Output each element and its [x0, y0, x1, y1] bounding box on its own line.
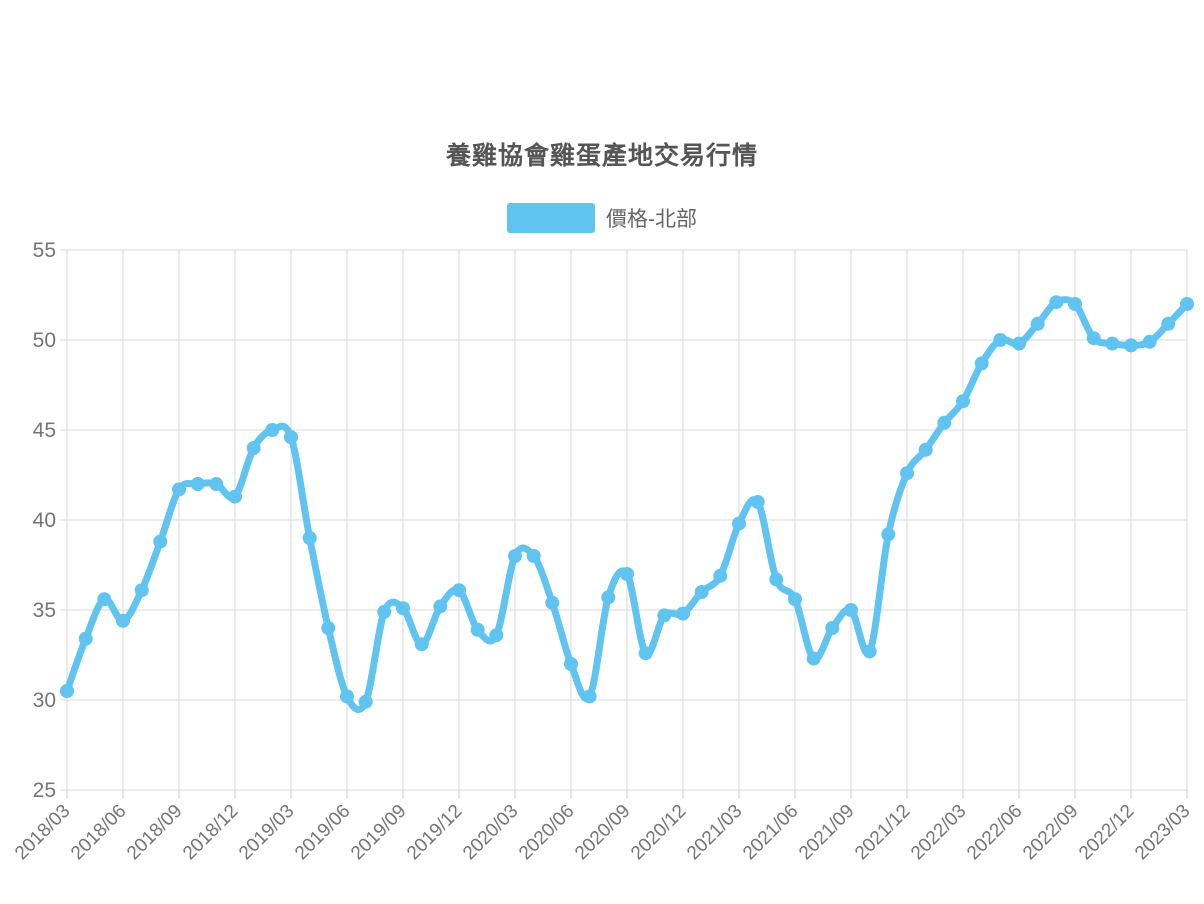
data-point[interactable]	[302, 531, 317, 545]
y-axis-label: 50	[33, 329, 56, 352]
x-axis-label: 2021/06	[739, 801, 802, 864]
data-point[interactable]	[1030, 316, 1045, 331]
y-axis-label: 55	[33, 239, 56, 262]
chart-title: 養雞協會雞蛋產地交易行情	[445, 142, 758, 170]
data-point[interactable]	[1086, 331, 1101, 346]
x-axis-label: 2019/03	[235, 801, 298, 864]
data-point[interactable]	[340, 689, 354, 704]
data-point[interactable]	[172, 482, 186, 497]
data-point[interactable]	[153, 534, 168, 549]
data-point[interactable]	[750, 495, 765, 509]
x-axis-label: 2020/03	[459, 801, 522, 864]
data-point[interactable]	[881, 527, 896, 542]
data-point[interactable]	[60, 684, 74, 698]
data-point[interactable]	[116, 613, 130, 628]
data-point[interactable]	[732, 516, 746, 531]
legend-swatch-icon	[507, 203, 595, 233]
data-point[interactable]	[788, 592, 802, 607]
data-point[interactable]	[545, 595, 560, 610]
data-point[interactable]	[209, 477, 224, 491]
data-point[interactable]	[489, 628, 504, 643]
x-axis-label: 2020/12	[627, 801, 690, 864]
x-axis-label: 2020/06	[515, 801, 578, 864]
data-point[interactable]	[676, 606, 690, 621]
data-point[interactable]	[1124, 338, 1138, 353]
series-group	[60, 295, 1194, 713]
data-point[interactable]	[508, 549, 522, 563]
data-point[interactable]	[396, 601, 410, 616]
x-axis-label: 2019/12	[403, 801, 466, 864]
x-axis-label: 2022/03	[907, 801, 970, 864]
y-axis-label: 35	[33, 599, 56, 622]
data-point[interactable]	[284, 430, 298, 445]
data-point[interactable]	[1068, 297, 1082, 311]
data-point[interactable]	[620, 567, 634, 581]
x-axis-label: 2021/12	[851, 801, 914, 864]
data-point[interactable]	[993, 333, 1008, 347]
data-point[interactable]	[974, 356, 989, 371]
data-point[interactable]	[1012, 336, 1026, 351]
y-axis-label: 25	[33, 779, 56, 802]
x-axis-label: 2021/03	[683, 801, 746, 864]
data-point[interactable]	[638, 646, 653, 661]
x-axis-label: 2021/09	[795, 801, 858, 864]
x-axis-label: 2019/06	[291, 801, 354, 864]
data-point[interactable]	[1105, 336, 1120, 351]
data-point[interactable]	[862, 644, 877, 659]
data-point[interactable]	[433, 599, 448, 614]
grid-lines	[60, 249, 1188, 798]
axis-labels: 55 50 45 40 35 30 252018/032018/062018/092018/…	[11, 239, 1194, 864]
data-point[interactable]	[1049, 295, 1064, 310]
x-axis-label: 2022/06	[963, 801, 1026, 864]
data-point[interactable]	[601, 590, 616, 605]
data-point[interactable]	[937, 415, 952, 430]
x-axis-label: 2020/09	[571, 801, 634, 864]
data-point[interactable]	[414, 637, 429, 652]
data-point[interactable]	[377, 604, 392, 619]
x-axis-label: 2018/03	[11, 801, 74, 864]
x-axis-label: 2022/12	[1075, 801, 1138, 864]
legend-label: 價格-北部	[606, 208, 697, 231]
x-axis-label: 2023/03	[1131, 801, 1194, 864]
data-point[interactable]	[78, 631, 93, 646]
data-point[interactable]	[1161, 316, 1176, 331]
data-point[interactable]	[694, 585, 709, 599]
data-point[interactable]	[526, 549, 541, 563]
data-point[interactable]	[825, 621, 840, 635]
x-axis-label: 2018/12	[179, 801, 242, 864]
y-axis-label: 30	[33, 689, 56, 712]
data-point[interactable]	[190, 477, 205, 491]
x-axis-label: 2018/06	[67, 801, 130, 864]
data-point[interactable]	[657, 608, 672, 623]
data-point[interactable]	[918, 442, 933, 457]
data-point[interactable]	[1180, 297, 1194, 311]
data-point[interactable]	[844, 603, 858, 617]
data-point[interactable]	[956, 394, 970, 409]
data-point[interactable]	[769, 572, 784, 587]
data-point[interactable]	[358, 694, 373, 709]
y-axis-label: 40	[33, 509, 56, 532]
data-point[interactable]	[470, 622, 485, 637]
data-point[interactable]	[134, 583, 149, 598]
legend-item[interactable]: 價格-北部	[0, 203, 1204, 233]
x-axis-label: 2022/09	[1019, 801, 1082, 864]
data-point[interactable]	[582, 689, 597, 704]
data-point[interactable]	[265, 423, 280, 437]
data-point[interactable]	[97, 592, 112, 607]
data-point[interactable]	[806, 651, 821, 666]
data-point[interactable]	[564, 657, 578, 671]
data-point[interactable]	[321, 621, 336, 635]
y-axis-label: 45	[33, 419, 56, 442]
data-point[interactable]	[228, 489, 242, 504]
data-point[interactable]	[900, 466, 914, 481]
data-point[interactable]	[1142, 334, 1157, 349]
data-point[interactable]	[713, 568, 728, 583]
x-axis-label: 2018/09	[123, 801, 186, 864]
data-point[interactable]	[246, 441, 261, 455]
x-axis-label: 2019/09	[347, 801, 410, 864]
data-point[interactable]	[452, 583, 466, 598]
